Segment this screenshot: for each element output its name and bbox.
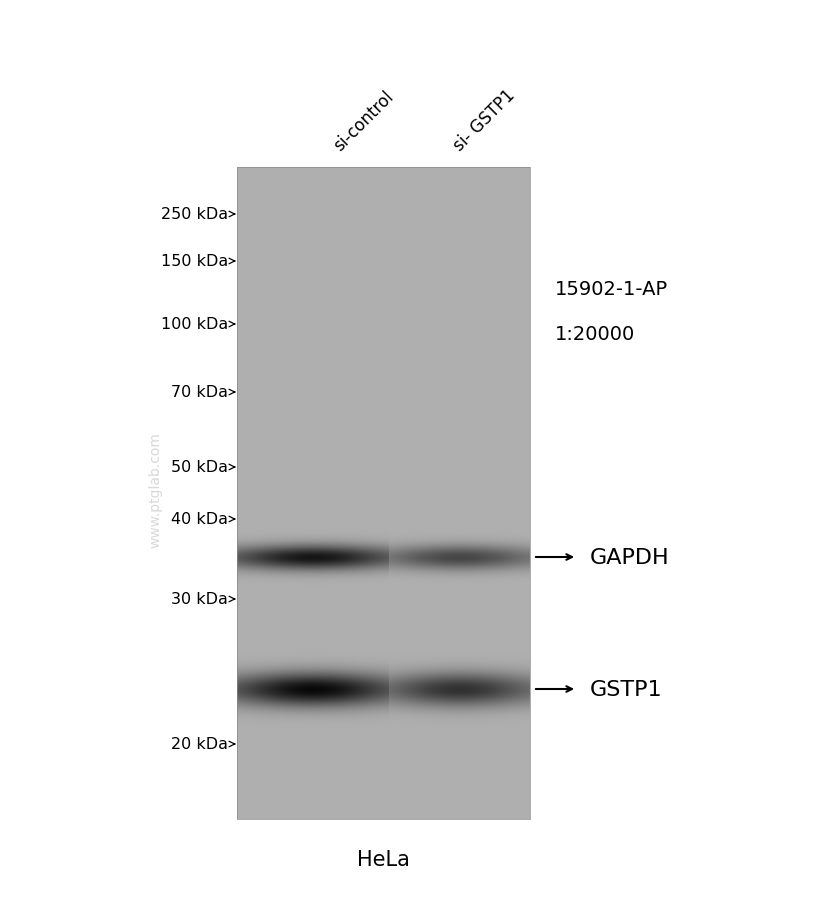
Text: 1:20000: 1:20000 <box>554 325 634 345</box>
Text: 100 kDa: 100 kDa <box>161 318 228 332</box>
Text: 30 kDa: 30 kDa <box>171 592 228 607</box>
Text: GSTP1: GSTP1 <box>590 679 662 699</box>
Text: GAPDH: GAPDH <box>590 548 669 567</box>
Text: 20 kDa: 20 kDa <box>171 737 228 751</box>
Text: HeLa: HeLa <box>356 849 409 869</box>
Text: 50 kDa: 50 kDa <box>171 460 228 475</box>
Text: www.ptglab.com: www.ptglab.com <box>148 431 161 548</box>
Text: si- GSTP1: si- GSTP1 <box>450 87 518 155</box>
Text: si-control: si-control <box>330 87 397 155</box>
Text: 70 kDa: 70 kDa <box>171 385 228 400</box>
Text: 15902-1-AP: 15902-1-AP <box>554 281 667 299</box>
Text: 40 kDa: 40 kDa <box>171 512 228 527</box>
Text: 250 kDa: 250 kDa <box>161 207 228 222</box>
Text: 150 kDa: 150 kDa <box>161 254 228 269</box>
Bar <box>237 168 529 819</box>
